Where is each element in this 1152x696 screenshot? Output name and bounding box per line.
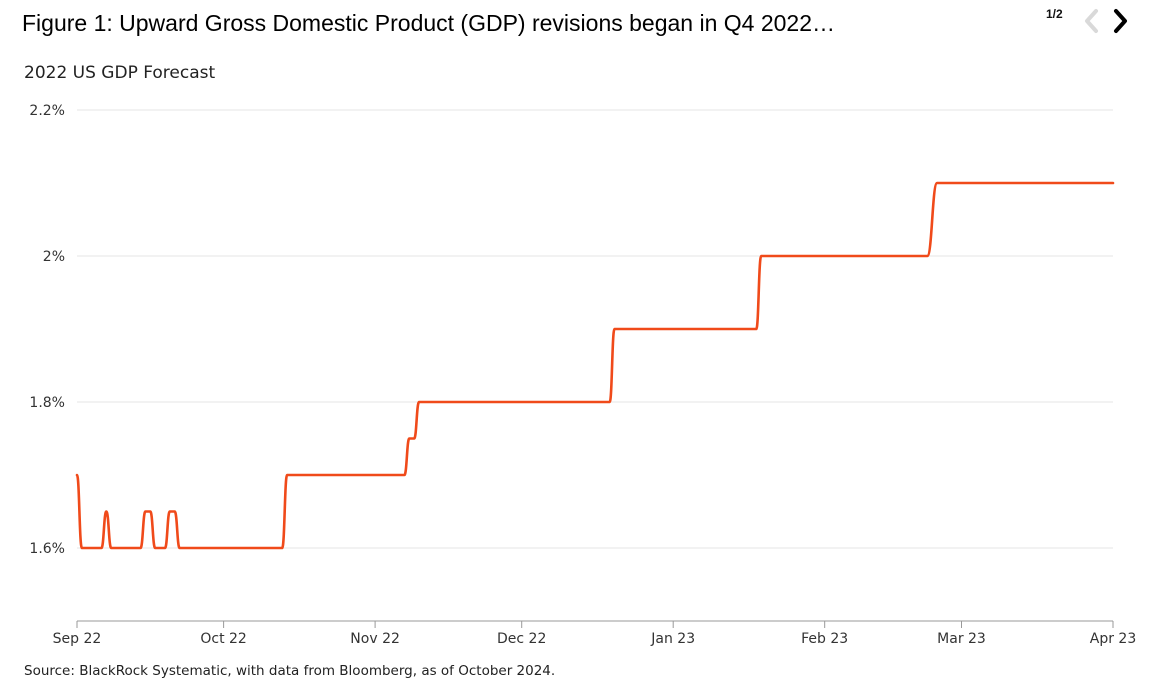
- x-tick-label: Mar 23: [937, 631, 986, 647]
- y-tick-label: 1.8%: [29, 395, 65, 411]
- y-axis-ticks: 1.6% 1.8% 2% 2.2%: [29, 103, 65, 557]
- gridlines: [77, 109, 1113, 549]
- y-tick-label: 2%: [43, 249, 65, 265]
- x-tick-label: Jan 23: [650, 631, 695, 647]
- chevron-left-icon: [1085, 9, 1098, 33]
- x-tick-label: Oct 22: [200, 631, 246, 647]
- x-tick-label: Apr 23: [1090, 631, 1136, 647]
- x-tick-label: Nov 22: [350, 631, 400, 647]
- x-tick-label: Dec 22: [497, 631, 546, 647]
- chevron-right-icon: [1114, 9, 1127, 33]
- x-axis: Sep 22 Oct 22 Nov 22 Dec 22 Jan 23 Feb 23 Mar …: [53, 620, 1136, 647]
- series-line-0: [75, 181, 1115, 550]
- figure-title: Figure 1: Upward Gross Domestic Product …: [22, 10, 835, 36]
- page-indicator: 1/2: [1046, 7, 1063, 21]
- next-figure-button[interactable]: [1110, 6, 1134, 36]
- source-note: Source: BlackRock Systematic, with data …: [24, 663, 556, 679]
- previous-figure-button[interactable]: [1080, 6, 1104, 36]
- x-tick-label: Sep 22: [53, 631, 102, 647]
- y-tick-label: 2.2%: [29, 103, 65, 119]
- plot-area: [75, 181, 1115, 550]
- y-tick-label: 1.6%: [29, 541, 65, 557]
- x-tick-label: Feb 23: [801, 631, 848, 647]
- chart-title: 2022 US GDP Forecast: [24, 63, 216, 83]
